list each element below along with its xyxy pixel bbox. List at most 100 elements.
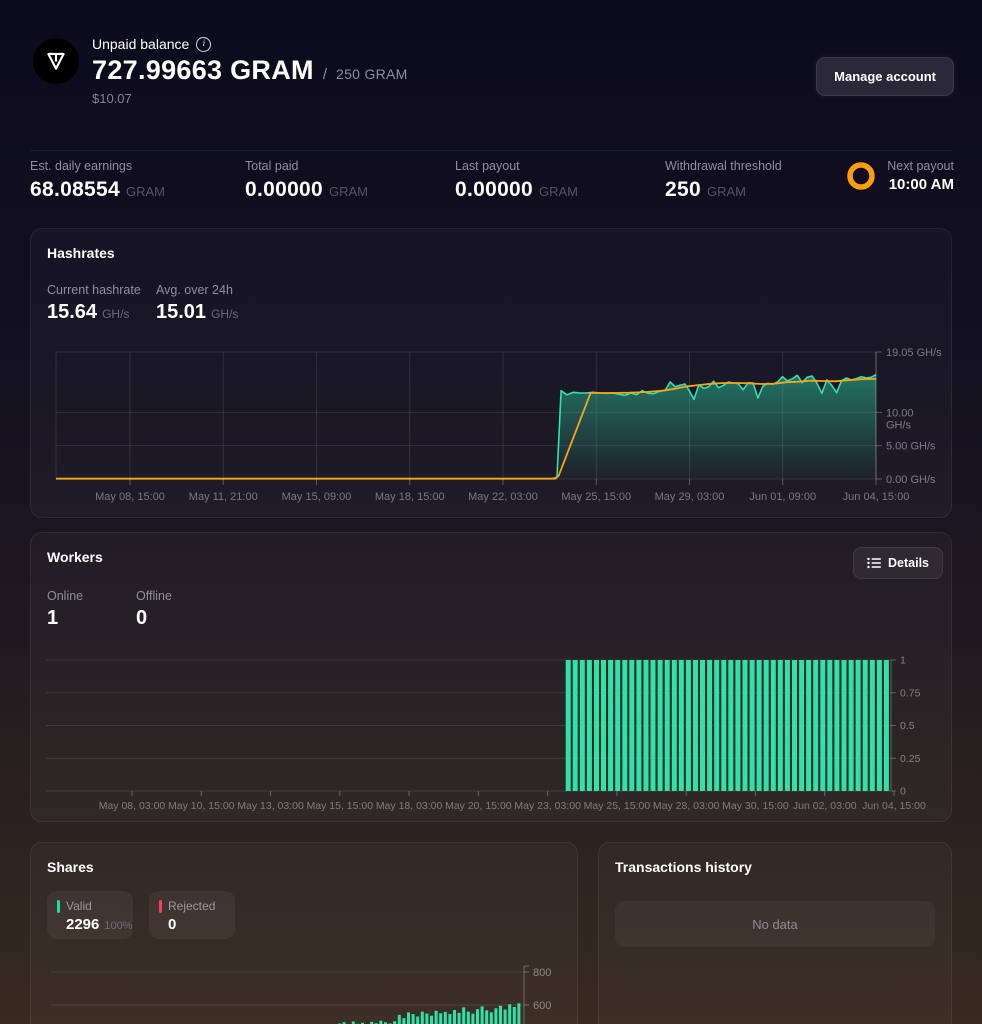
y-tick-label: 10.00 GH/s	[886, 407, 914, 431]
stat-label: Online	[47, 589, 84, 603]
current-hashrate-stat: Current hashrate 15.64 GH/s	[47, 283, 141, 324]
stat-value: 1	[47, 607, 59, 629]
unpaid-balance-value: 727.99663 GRAM	[92, 55, 314, 85]
header-divider	[30, 150, 952, 151]
x-tick-label: May 10, 15:00	[168, 800, 235, 812]
balance-row: 727.99663 GRAM / 250 GRAM	[92, 55, 408, 86]
unpaid-balance-label: Unpaid balance	[92, 36, 190, 52]
stat-unit: GRAM	[329, 184, 369, 199]
next-payout-label: Next payout	[887, 159, 954, 173]
stat-label: Avg. over 24h	[156, 283, 233, 297]
x-tick-label: May 29, 03:00	[655, 491, 725, 503]
rejected-value: 0	[168, 916, 177, 933]
info-icon[interactable]: i	[196, 36, 212, 52]
stat-label: Current hashrate	[47, 283, 141, 297]
stat-unit: GRAM	[539, 184, 579, 199]
x-tick-label: May 08, 03:00	[99, 800, 166, 812]
x-tick-label: Jun 04, 15:00	[843, 491, 910, 503]
rejected-label: Rejected	[168, 899, 216, 913]
shares-title: Shares	[47, 859, 94, 875]
workers-online-stat: Online 1	[47, 589, 83, 630]
stat-value: 0.00000	[455, 178, 534, 201]
x-tick-label: May 18, 15:00	[375, 491, 445, 503]
list-icon	[867, 557, 881, 569]
stat-total-paid: Total paid 0.00000 GRAM	[245, 159, 368, 202]
stat-unit: GH/s	[102, 307, 130, 321]
x-tick-label: May 08, 15:00	[95, 491, 165, 503]
ton-triangle-icon	[47, 52, 65, 70]
y-tick-label: 600	[533, 1000, 551, 1012]
x-tick-label: May 20, 15:00	[445, 800, 512, 812]
workers-title: Workers	[47, 549, 103, 565]
stat-unit: GRAM	[126, 184, 165, 199]
x-tick-label: May 11, 21:00	[189, 491, 258, 503]
stat-label: Total paid	[245, 159, 299, 173]
next-payout-block: Next payout 10:00 AM	[846, 159, 954, 193]
x-tick-label: May 30, 15:00	[722, 800, 789, 812]
valid-indicator	[57, 899, 60, 913]
hashrates-panel: Hashrates Current hashrate 15.64 GH/s Av…	[30, 228, 952, 518]
avg-hashrate-stat: Avg. over 24h 15.01 GH/s	[156, 283, 238, 324]
y-tick-label: 800	[533, 967, 551, 979]
x-tick-label: May 15, 15:00	[307, 800, 374, 812]
x-tick-label: May 28, 03:00	[653, 800, 720, 812]
stat-value: 68.08554	[30, 178, 120, 201]
stat-value: 0.00000	[245, 178, 324, 201]
stat-est-daily-earnings: Est. daily earnings 68.08554 GRAM	[30, 159, 165, 202]
stat-value: 15.64	[47, 301, 98, 323]
stat-withdrawal-threshold: Withdrawal threshold 250 GRAM	[665, 159, 782, 202]
transactions-title: Transactions history	[615, 859, 752, 875]
x-tick-label: May 15, 09:00	[282, 491, 352, 503]
x-tick-label: May 13, 03:00	[237, 800, 304, 812]
stat-value: 0	[136, 607, 148, 629]
manage-account-button[interactable]: Manage account	[816, 57, 954, 96]
y-tick-label: 0.25	[900, 753, 921, 765]
x-tick-label: May 22, 03:00	[468, 491, 538, 503]
x-tick-label: Jun 02, 03:00	[793, 800, 857, 812]
hashrates-title: Hashrates	[47, 245, 115, 261]
shares-chart: 800 600	[51, 965, 551, 1024]
y-tick-label: 0	[900, 786, 906, 798]
stat-label: Est. daily earnings	[30, 159, 133, 173]
stat-label: Last payout	[455, 159, 520, 173]
x-tick-label: Jun 01, 09:00	[749, 491, 816, 503]
x-tick-label: May 25, 15:00	[584, 800, 651, 812]
y-tick-label: 0.00 GH/s	[886, 474, 936, 486]
x-tick-label: May 23, 03:00	[514, 800, 581, 812]
y-tick-label: 0.5	[900, 720, 915, 732]
balance-threshold: 250 GRAM	[336, 66, 408, 82]
shares-panel: Shares Valid 2296 100% Rejected 0 800 600	[30, 842, 578, 1024]
stat-unit: GH/s	[211, 307, 239, 321]
balance-usd-value: $10.07	[92, 91, 132, 106]
valid-shares-chip: Valid 2296 100%	[47, 891, 133, 939]
rejected-shares-chip: Rejected 0	[149, 891, 235, 939]
y-tick-label: 1	[900, 655, 906, 667]
stat-last-payout: Last payout 0.00000 GRAM	[455, 159, 578, 202]
balance-separator: /	[322, 66, 327, 83]
details-label: Details	[888, 556, 929, 570]
stat-value: 15.01	[156, 301, 207, 323]
gram-coin-logo	[33, 38, 79, 84]
unpaid-balance-header: Unpaid balance i	[92, 36, 212, 52]
x-tick-label: May 18, 03:00	[376, 800, 443, 812]
stat-value: 250	[665, 178, 701, 201]
workers-panel: Workers Details Online 1 Offline 0 1 0.75…	[30, 532, 952, 822]
x-tick-label: May 25, 15:00	[561, 491, 631, 503]
hashrate-chart: 19.05 GH/s 10.00 GH/s 5.00 GH/s 0.00 GH/s May…	[55, 347, 942, 503]
next-payout-time: 10:00 AM	[888, 176, 954, 193]
workers-details-button[interactable]: Details	[853, 547, 943, 579]
stat-unit: GRAM	[706, 184, 746, 199]
valid-value: 2296	[66, 916, 100, 933]
valid-percent: 100%	[104, 920, 133, 932]
workers-offline-stat: Offline 0	[136, 589, 172, 630]
payout-ring-icon	[847, 162, 876, 190]
stat-label: Offline	[136, 589, 172, 603]
valid-label: Valid	[66, 899, 92, 913]
y-tick-label: 5.00 GH/s	[886, 441, 936, 453]
no-data-message: No data	[615, 901, 935, 947]
stat-label: Withdrawal threshold	[665, 159, 782, 173]
y-tick-label: 19.05 GH/s	[886, 347, 942, 359]
x-tick-label: Jun 04, 15:00	[862, 800, 926, 812]
